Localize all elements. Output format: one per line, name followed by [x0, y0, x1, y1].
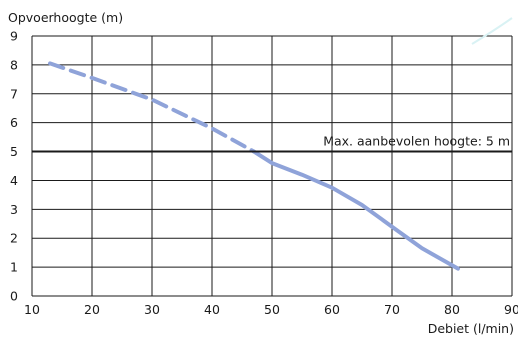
reference-line-group: Max. aanbevolen hoogte: 5 m: [32, 134, 512, 153]
x-axis-title: Debiet (l/min): [428, 321, 514, 336]
x-tick-label-30: 30: [144, 302, 160, 317]
y-tick-label-0: 0: [10, 289, 18, 304]
y-tick-label-8: 8: [10, 57, 18, 72]
y-tick-label-7: 7: [10, 86, 18, 101]
y-axis-title: Opvoerhoogte (m): [8, 10, 123, 25]
y-tick-label-6: 6: [10, 115, 18, 130]
grid: [31, 35, 513, 297]
series-line-solid: [252, 149, 460, 271]
x-tick-label-50: 50: [264, 302, 280, 317]
x-tick-label-20: 20: [84, 302, 100, 317]
x-tick-label-70: 70: [384, 302, 400, 317]
y-tick-label-2: 2: [10, 231, 18, 246]
x-tick-label-10: 10: [24, 302, 40, 317]
x-tick-label-60: 60: [324, 302, 340, 317]
x-tick-label-90: 90: [504, 302, 518, 317]
series-group: [48, 61, 460, 271]
y-tick-label-4: 4: [10, 173, 18, 188]
decorative-swoosh: [471, 17, 513, 45]
y-tick-label-5: 5: [10, 144, 18, 159]
y-tick-label-3: 3: [10, 202, 18, 217]
x-tick-label-40: 40: [204, 302, 220, 317]
x-tick-labels: 10 20 30 40 50 60 70 80 90: [24, 302, 518, 317]
reference-line-label: Max. aanbevolen hoogte: 5 m: [323, 134, 510, 149]
series-line-dashed: [48, 61, 256, 154]
y-tick-label-9: 9: [10, 29, 18, 44]
x-tick-label-80: 80: [444, 302, 460, 317]
y-tick-labels: 0 1 2 3 4 5 6 7 8 9: [10, 29, 18, 304]
y-tick-label-1: 1: [10, 260, 18, 275]
